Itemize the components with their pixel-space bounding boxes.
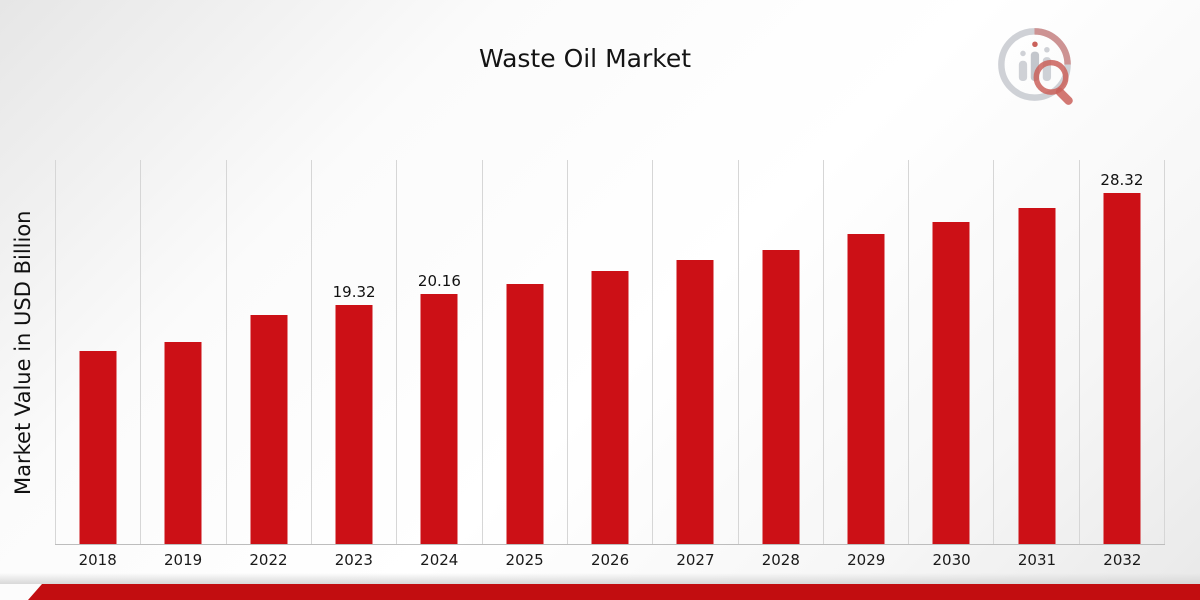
bar-2030 bbox=[932, 221, 970, 544]
bar-2029 bbox=[847, 234, 885, 544]
x-tick-2019: 2019 bbox=[163, 551, 203, 569]
bar-value-label-2024: 20.16 bbox=[417, 272, 461, 291]
category-slot-2031 bbox=[994, 160, 1080, 544]
footer-fade-strip bbox=[0, 573, 1200, 584]
category-slot-2025 bbox=[483, 160, 568, 544]
x-tick-2028: 2028 bbox=[761, 551, 800, 569]
category-slot-2019 bbox=[141, 160, 227, 544]
footer-accent-band bbox=[28, 584, 1200, 600]
x-tick-2030: 2030 bbox=[932, 551, 971, 569]
x-tick-2026: 2026 bbox=[590, 551, 630, 569]
x-tick-2018: 2018 bbox=[78, 551, 117, 569]
market-research-future-logo bbox=[992, 24, 1088, 116]
category-slot-2030 bbox=[909, 160, 995, 544]
x-tick-2022: 2022 bbox=[249, 551, 288, 569]
bar-2022 bbox=[250, 314, 288, 544]
category-slot-2032: 28.32 bbox=[1080, 160, 1166, 544]
bar-2023: 19.32 bbox=[333, 283, 376, 544]
bar-2027 bbox=[676, 260, 714, 544]
x-axis-tick-row: 2018 2019 2022 2023 2024 2025 2026 2027 2028 2029… bbox=[55, 551, 1165, 575]
bar-2019 bbox=[164, 342, 202, 544]
bar-2032: 28.32 bbox=[1100, 171, 1143, 544]
x-tick-2024: 2024 bbox=[420, 551, 459, 569]
x-tick-2025: 2025 bbox=[505, 551, 544, 569]
bar-2018 bbox=[79, 350, 117, 544]
category-slot-2028 bbox=[739, 160, 824, 544]
bar-2026 bbox=[591, 271, 629, 544]
chart-title: Waste Oil Market bbox=[478, 44, 692, 73]
x-tick-2032: 2032 bbox=[1103, 551, 1142, 569]
y-axis-label: Market Value in USD Billion bbox=[11, 210, 35, 495]
category-slot-2018 bbox=[55, 160, 142, 544]
category-slot-2026 bbox=[568, 160, 654, 544]
bar-value-label-2023: 19.32 bbox=[332, 282, 376, 301]
x-tick-2031: 2031 bbox=[1017, 551, 1057, 569]
category-slot-2029 bbox=[824, 160, 910, 544]
plot-area: 19.32 20.16 28.32 bbox=[55, 160, 1166, 545]
category-slot-2027 bbox=[653, 160, 739, 544]
bar-2028 bbox=[762, 250, 800, 544]
x-tick-2029: 2029 bbox=[847, 551, 886, 569]
category-slot-2022 bbox=[227, 160, 312, 544]
bar-2024: 20.16 bbox=[418, 272, 461, 544]
category-slot-2024: 20.16 bbox=[397, 160, 483, 544]
logo-graphic bbox=[998, 28, 1073, 105]
category-slot-2023: 19.32 bbox=[312, 160, 398, 544]
bar-2031 bbox=[1018, 208, 1056, 544]
x-tick-2027: 2027 bbox=[676, 551, 715, 569]
bar-value-label-2032: 28.32 bbox=[1100, 171, 1144, 190]
x-tick-2023: 2023 bbox=[334, 551, 373, 569]
bar-2025 bbox=[506, 283, 544, 544]
